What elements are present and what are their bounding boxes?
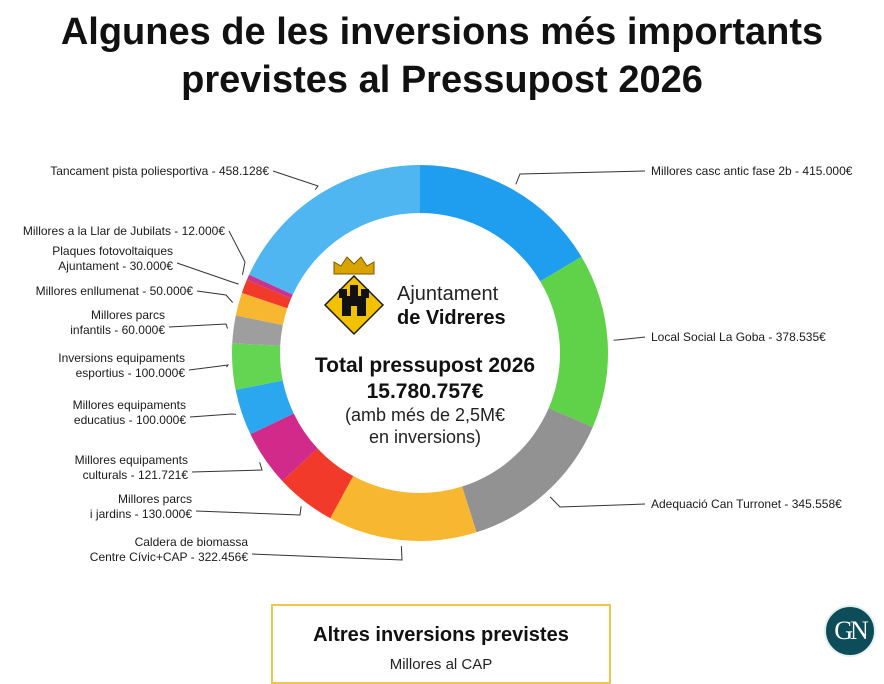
slice-label-line: Centre Cívic+CAP - 322.456€ xyxy=(90,550,249,564)
slice-label-line: Plaques fotovoltaiques xyxy=(52,244,173,258)
donut-slice-8 xyxy=(232,343,283,390)
castle-icon xyxy=(339,285,369,316)
leader-line-11 xyxy=(176,262,239,285)
donut-slice-6 xyxy=(250,413,318,482)
title-line-2: previstes al Pressupost 2026 xyxy=(181,59,703,101)
slice-label-8: Inversions equipaments esportius - 100.00… xyxy=(58,351,185,380)
vidreres-coat-of-arms-icon xyxy=(323,256,385,336)
leader-line-8 xyxy=(188,364,230,371)
slice-label-line: Tancament pista poliesportiva - 458.128€ xyxy=(50,164,269,178)
other-investments-item: Millores al CAP xyxy=(389,656,493,673)
slice-label-10: Millores enllumenat - 50.000€ xyxy=(36,284,194,298)
leader-line-13 xyxy=(272,170,319,191)
slice-labels: Millores casc antic fase 2b - 415.000€ Lo… xyxy=(23,164,853,564)
gn-logo-badge: GN xyxy=(824,605,876,657)
logo-name-line-1: Ajuntament xyxy=(397,283,499,305)
slice-label-line: infantils - 60.000€ xyxy=(70,323,165,337)
other-investments-box: Altres inversions previstes Millores al … xyxy=(271,604,611,684)
donut-slice-1 xyxy=(420,165,582,282)
leader-line-12 xyxy=(228,230,246,275)
leader-line-3 xyxy=(549,496,646,508)
slice-label-6: Millores equipaments culturals - 121.721€ xyxy=(75,453,189,482)
slice-label-line: Millores equipaments xyxy=(73,398,186,412)
leader-line-1 xyxy=(515,170,646,185)
donut-slice-3 xyxy=(462,408,593,533)
slice-label-5: Millores parcs i jardins - 130.000€ xyxy=(90,492,192,521)
slice-label-4: Caldera de biomassa Centre Cívic+CAP - 32… xyxy=(90,535,249,564)
donut-slice-2 xyxy=(540,256,608,428)
center-note-line-2: en inversions) xyxy=(369,427,481,447)
leader-line-4 xyxy=(251,546,403,561)
slice-label-11: Plaques fotovoltaiques Ajuntament - 30.00… xyxy=(52,244,173,273)
slice-label-line: educatius - 100.000€ xyxy=(74,413,186,427)
slice-label-line: esportius - 100.000€ xyxy=(76,366,186,380)
title-line-1: Algunes de les inversions més importants xyxy=(60,11,824,53)
slice-label-3: Adequació Can Turronet - 345.558€ xyxy=(651,497,842,511)
slice-label-line: Millores parcs xyxy=(118,492,192,506)
leader-line-10 xyxy=(196,290,234,303)
slice-label-9: Millores parcs infantils - 60.000€ xyxy=(70,308,165,337)
slice-label-line: Local Social La Goba - 378.535€ xyxy=(651,330,826,344)
crown-icon xyxy=(333,256,375,275)
slice-label-line: Inversions equipaments xyxy=(58,351,185,365)
leader-line-5 xyxy=(195,506,302,516)
slice-label-7: Millores equipaments educatius - 100.000€ xyxy=(73,398,187,427)
slice-label-line: i jardins - 130.000€ xyxy=(90,507,192,521)
leader-lines xyxy=(168,170,646,561)
slice-label-line: culturals - 121.721€ xyxy=(83,468,189,482)
slice-label-1: Millores casc antic fase 2b - 415.000€ xyxy=(651,164,853,178)
leader-line-7 xyxy=(189,413,237,418)
page-title: Algunes de les inversions més importants… xyxy=(0,8,884,104)
slice-label-line: Millores equipaments xyxy=(75,453,188,467)
leader-line-9 xyxy=(168,323,229,329)
other-investments-title: Altres inversions previstes xyxy=(313,624,569,646)
slice-label-line: Millores enllumenat - 50.000€ xyxy=(36,284,194,298)
donut-slice-13 xyxy=(249,165,420,295)
slice-label-line: Millores a la Llar de Jubilats - 12.000€ xyxy=(23,224,225,238)
center-note-line-1: (amb més de 2,5M€ xyxy=(345,405,505,425)
donut-slice-7 xyxy=(235,380,294,435)
logo-name-line-2: de Vidreres xyxy=(397,307,506,329)
leader-line-2 xyxy=(613,336,646,341)
slice-label-line: Caldera de biomassa xyxy=(135,535,249,549)
slice-label-2: Local Social La Goba - 378.535€ xyxy=(651,330,826,344)
leader-line-6 xyxy=(191,462,263,473)
slice-label-12: Millores a la Llar de Jubilats - 12.000€ xyxy=(23,224,225,238)
donut-slice-12 xyxy=(246,274,293,299)
donut-slice-9 xyxy=(232,315,283,346)
slice-label-line: Millores parcs xyxy=(91,308,165,322)
slice-label-13: Tancament pista poliesportiva - 458.128€ xyxy=(50,164,269,178)
budget-donut-chart: Millores casc antic fase 2b - 415.000€ Lo… xyxy=(23,164,853,564)
center-total-label: Total pressupost 2026 xyxy=(315,354,535,377)
donut-slice-10 xyxy=(235,292,288,326)
donut-slices xyxy=(232,165,608,541)
slice-label-line: Millores casc antic fase 2b - 415.000€ xyxy=(651,164,853,178)
slice-label-line: Ajuntament - 30.000€ xyxy=(58,259,173,273)
donut-slice-4 xyxy=(330,476,477,541)
center-total-value: 15.780.757€ xyxy=(367,380,484,403)
slice-label-line: Adequació Can Turronet - 345.558€ xyxy=(651,497,842,511)
donut-slice-5 xyxy=(282,448,354,519)
donut-slice-11 xyxy=(241,279,292,309)
